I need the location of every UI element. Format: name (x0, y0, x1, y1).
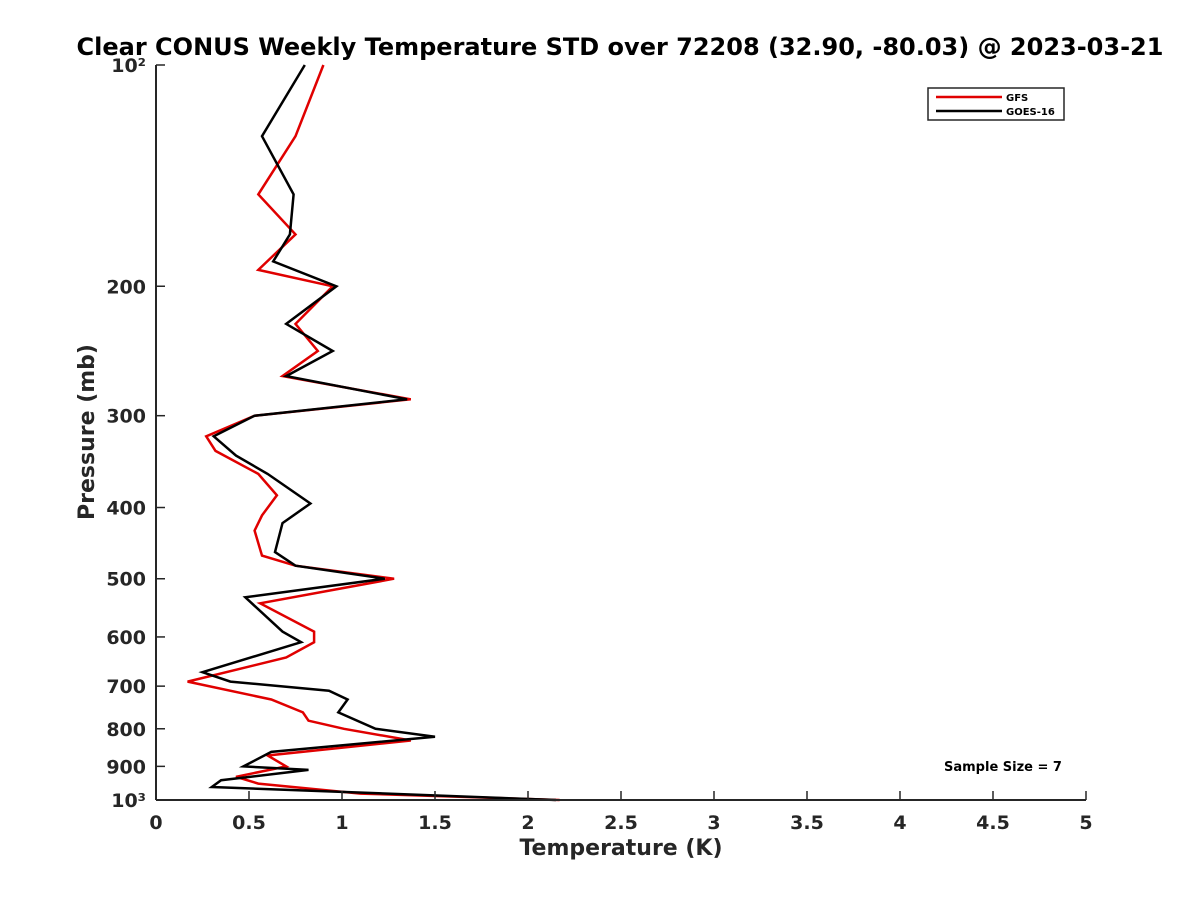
x-tick-label: 0 (149, 812, 162, 834)
legend-box (927, 87, 1065, 121)
sample-size-annotation: Sample Size = 7 (944, 760, 1062, 775)
x-tick-label: 1.5 (418, 812, 452, 834)
x-tick-label: 4.5 (976, 812, 1010, 834)
y-tick-label: 200 (106, 276, 146, 298)
y-tick-label: 400 (106, 498, 146, 520)
y-tick-label: 800 (106, 719, 146, 741)
x-tick-label: 0.5 (232, 812, 266, 834)
x-tick-label: 3 (707, 812, 720, 834)
series-line-gfs (187, 64, 560, 802)
legend-label-goes16: GOES-16 (1006, 107, 1055, 118)
y-axis-label: Pressure (mb) (75, 344, 100, 520)
y-tick-label: 10² (111, 55, 146, 77)
x-tick-label: 5 (1079, 812, 1092, 834)
x-axis: 0 0.5 1 1.5 2 2.5 3 3.5 4 4.5 5 (149, 791, 1093, 834)
chart-title: Clear CONUS Weekly Temperature STD over … (77, 33, 1164, 61)
legend: GFS GOES-16 (927, 87, 1065, 121)
x-axis-label: Temperature (K) (519, 836, 722, 861)
y-tick-label: 700 (106, 676, 146, 698)
x-tick-label: 1 (335, 812, 348, 834)
x-tick-label: 2.5 (604, 812, 638, 834)
y-tick-label: 10³ (111, 790, 146, 812)
y-tick-label: 500 (106, 569, 146, 591)
legend-label-gfs: GFS (1006, 93, 1028, 104)
x-tick-label: 3.5 (790, 812, 824, 834)
y-tick-label: 900 (106, 756, 146, 778)
x-tick-label: 4 (893, 812, 906, 834)
y-tick-label: 600 (106, 627, 146, 649)
x-tick-label: 2 (521, 812, 534, 834)
y-tick-label: 300 (106, 406, 146, 428)
series-line-goes16 (198, 64, 556, 802)
series-layer (187, 64, 560, 802)
y-axis: 10² 200 300 400 500 600 700 800 900 10³ (106, 55, 165, 812)
